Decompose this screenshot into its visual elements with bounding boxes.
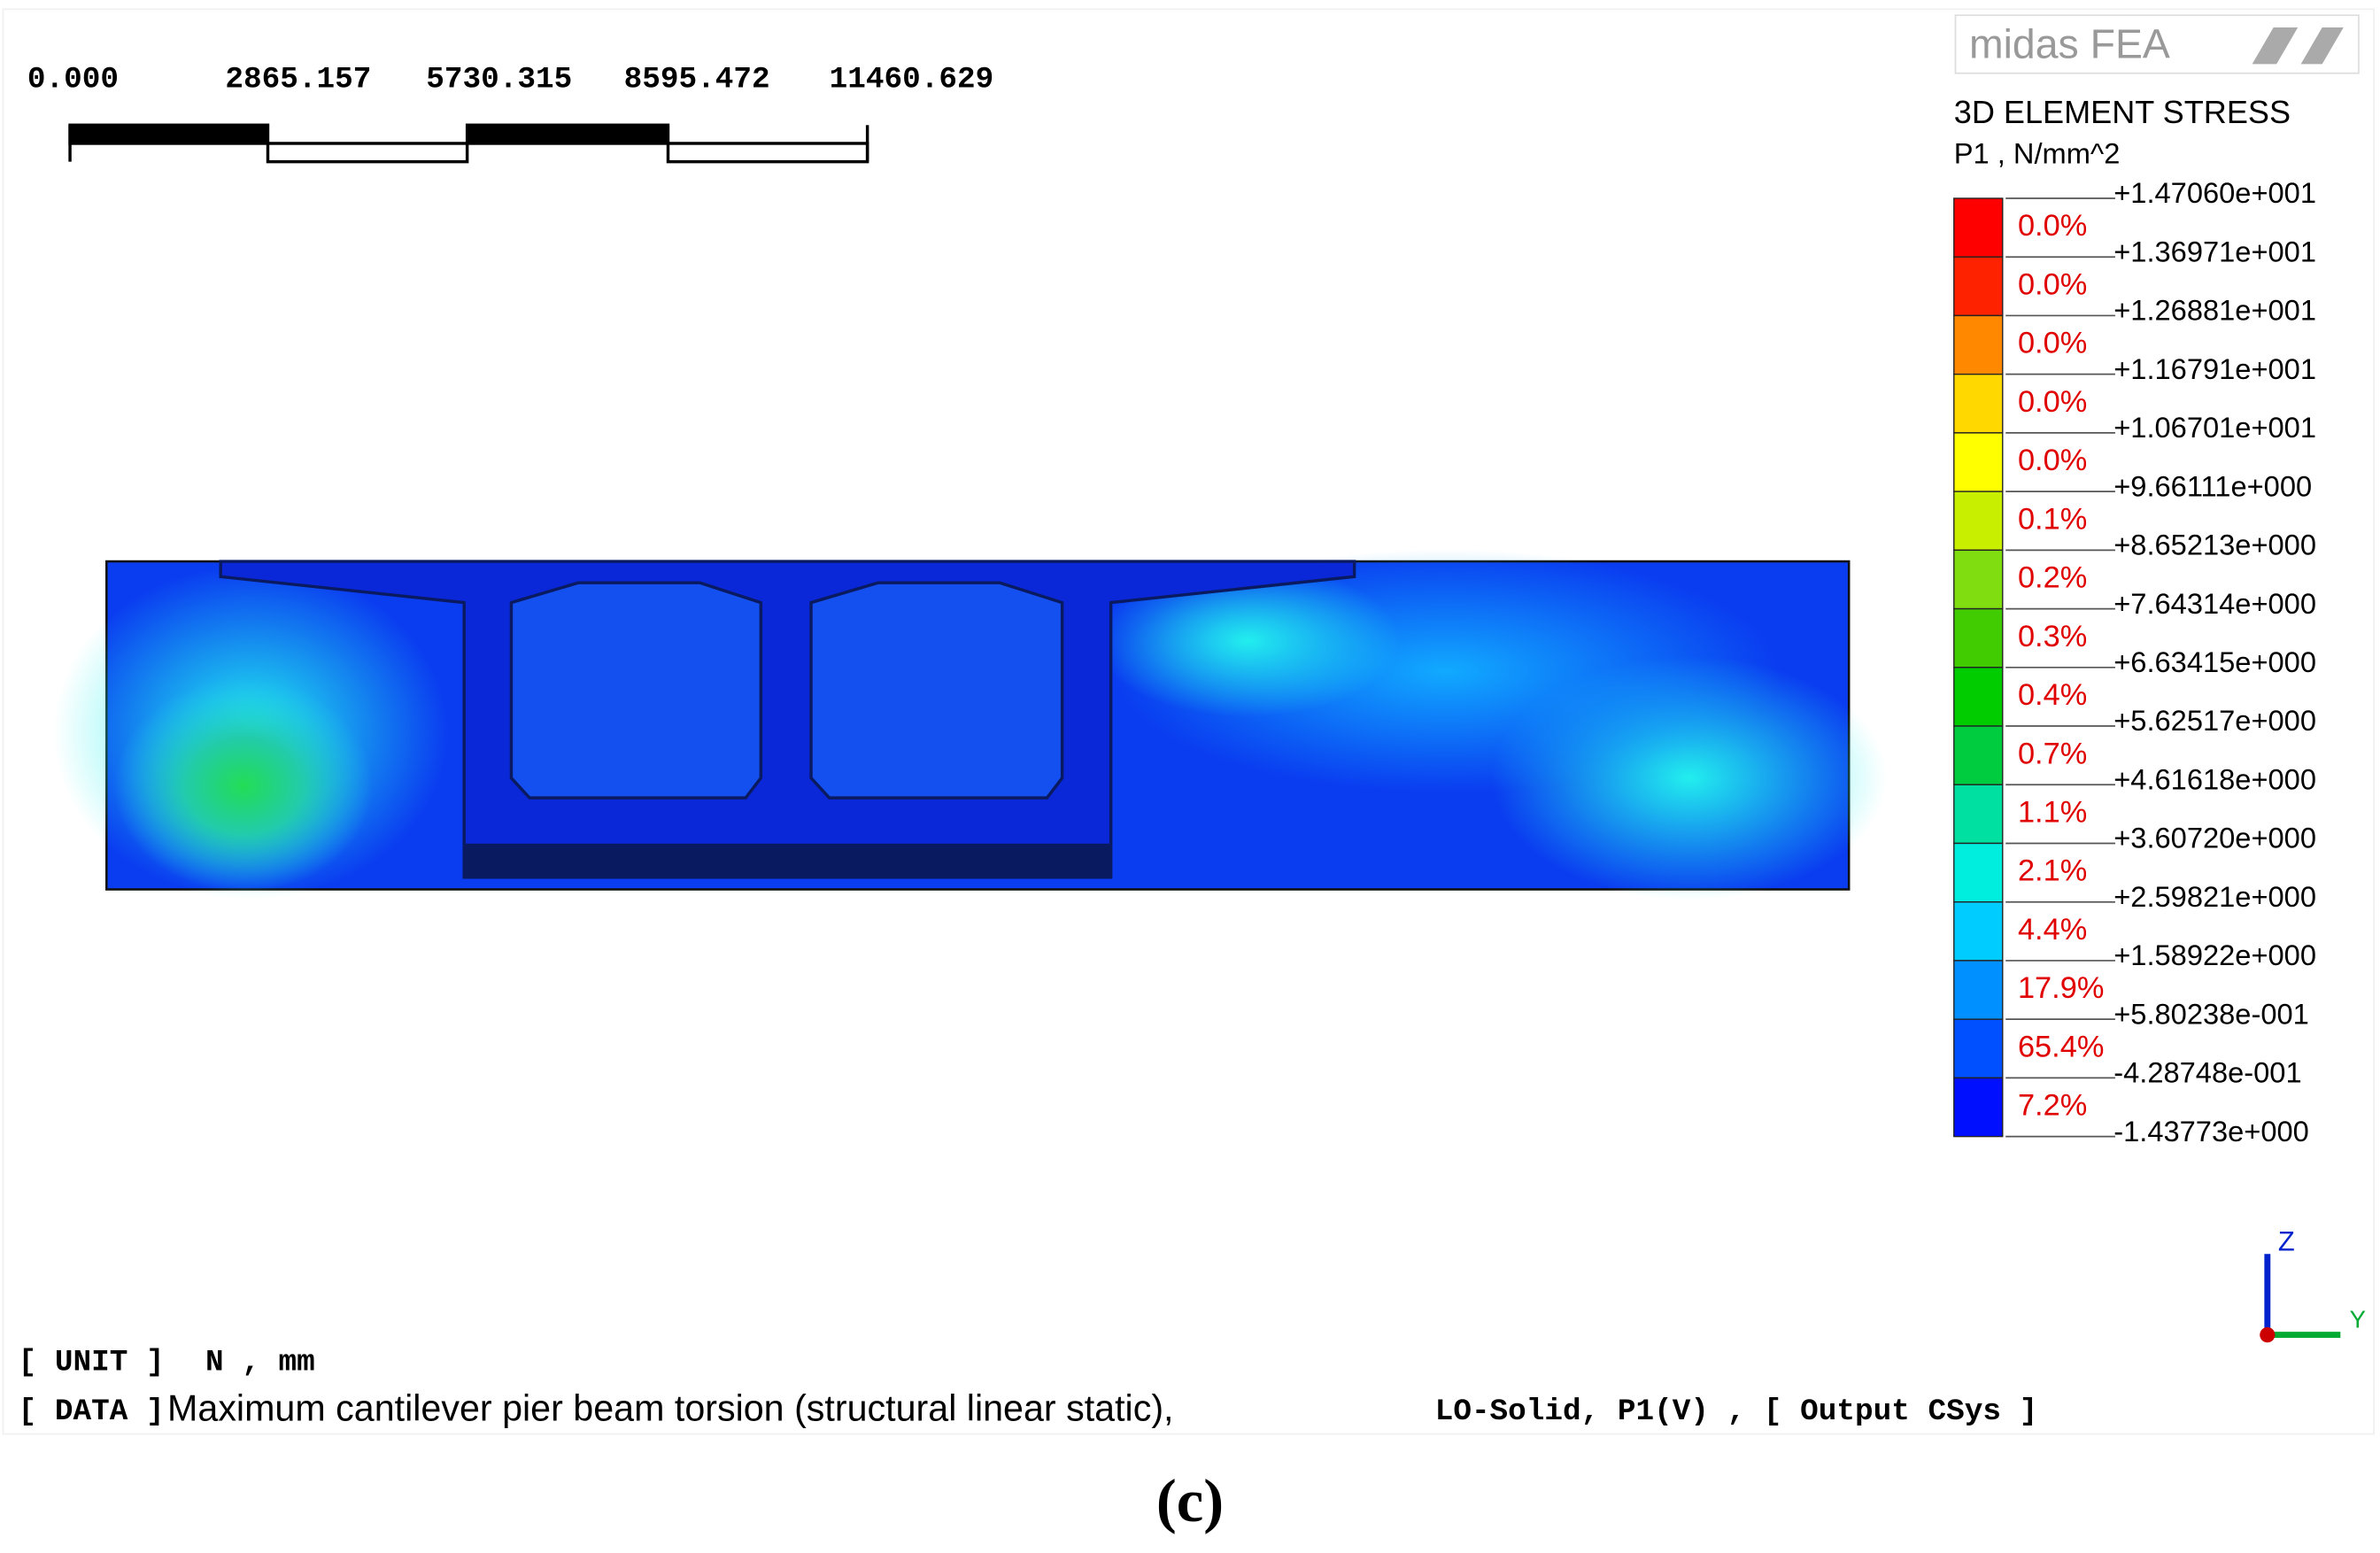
legend-tick-label: +8.65213e+000: [2113, 529, 2316, 561]
legend-tick-label: -1.43773e+000: [2113, 1115, 2309, 1147]
scale-label: 5730.315: [426, 63, 572, 97]
legend-tick-label: +1.16791e+001: [2113, 352, 2316, 385]
legend-percent: 0.2%: [2018, 561, 2087, 595]
legend-tick-label: +2.59821e+000: [2113, 880, 2316, 913]
legend-band: [1953, 607, 2004, 668]
legend-percent: 0.1%: [2018, 502, 2087, 536]
legend-band: [1953, 373, 2004, 434]
load-text: LO-Solid, P1(V) , [ Output CSys ]: [1435, 1395, 2038, 1429]
legend-band: [1953, 784, 2004, 845]
legend-band: [1953, 960, 2004, 1020]
legend-percent: 0.0%: [2018, 444, 2087, 477]
axis-label-z: Z: [2278, 1225, 2295, 1256]
legend-band: [1953, 901, 2004, 962]
axis-label-y: Y: [2350, 1305, 2366, 1333]
legend-tick-label: +6.63415e+000: [2113, 645, 2316, 678]
legend-tick-label: +1.06701e+001: [2113, 411, 2316, 444]
legend-percent: 65.4%: [2018, 1030, 2104, 1063]
legend-title: 3D ELEMENT STRESS: [1954, 94, 2291, 130]
legend-tick-label: +4.61618e+000: [2113, 762, 2316, 795]
legend-percent: 0.3%: [2018, 620, 2087, 653]
legend-band: [1953, 842, 2004, 903]
unit-tag: [ UNIT ]: [19, 1346, 165, 1380]
data-text: Maximum cantilever pier beam torsion (st…: [167, 1388, 1173, 1429]
caption: (c): [1156, 1467, 1224, 1534]
legend-percent: 4.4%: [2018, 913, 2087, 946]
legend-band: [1953, 1018, 2004, 1079]
scale-label: 0.000: [27, 63, 119, 97]
legend-band: [1953, 725, 2004, 785]
legend-band: [1953, 432, 2004, 492]
scale-label: 2865.157: [225, 63, 371, 97]
legend-band: [1953, 667, 2004, 727]
legend-band: [1953, 1077, 2004, 1138]
legend-percent: 17.9%: [2018, 971, 2104, 1005]
legend-band: [1953, 549, 2004, 610]
legend-percent: 7.2%: [2018, 1089, 2087, 1123]
scale-bar: [68, 123, 869, 164]
model: [53, 549, 1888, 900]
legend-tick-label: +7.64314e+000: [2113, 587, 2316, 620]
data-tag: [ DATA ]: [19, 1395, 165, 1429]
legend-percent: 0.0%: [2018, 327, 2087, 360]
legend-percent: 2.1%: [2018, 854, 2087, 888]
scale-label: 8595.472: [624, 63, 770, 97]
legend-tick-label: +5.62517e+000: [2113, 704, 2316, 737]
logo: midas FEA: [1969, 21, 2170, 67]
legend-tick-label: +1.26881e+001: [2113, 294, 2316, 327]
legend-tick-label: +5.80238e-001: [2113, 997, 2309, 1030]
legend-percent: 0.0%: [2018, 385, 2087, 419]
legend-percent: 0.0%: [2018, 209, 2087, 243]
legend-tick-label: +9.66111e+000: [2113, 469, 2312, 502]
legend-tick-label: +1.58922e+000: [2113, 939, 2316, 971]
legend-subtitle: P1 , N/mm^2: [1954, 136, 2121, 169]
legend-band: [1953, 491, 2004, 552]
legend-percent: 0.0%: [2018, 267, 2087, 301]
legend-band: [1953, 197, 2004, 258]
legend-tick-label: -4.28748e-001: [2113, 1056, 2301, 1089]
legend-tick-label: +1.47060e+001: [2113, 176, 2316, 209]
unit: N , mm: [205, 1346, 315, 1380]
legend-tick-label: +3.60720e+000: [2113, 822, 2316, 854]
logo-box: [1954, 14, 2360, 74]
legend-percent: 0.4%: [2018, 678, 2087, 712]
legend-band: [1953, 314, 2004, 375]
legend-percent: 0.7%: [2018, 737, 2087, 770]
logo-mark: [2252, 27, 2344, 65]
legend-tick-label: +1.36971e+001: [2113, 235, 2316, 267]
axis-triad: Z Y: [2260, 1225, 2366, 1343]
legend-band: [1953, 256, 2004, 317]
legend-percent: 1.1%: [2018, 795, 2087, 829]
scale-label: 11460.629: [830, 63, 994, 97]
legend: 0.0% 0.0% 0.0% 0.0% 0.0% 0.1% 0.2% 0.3% 0.4% 0.7%…: [1953, 176, 2316, 1147]
